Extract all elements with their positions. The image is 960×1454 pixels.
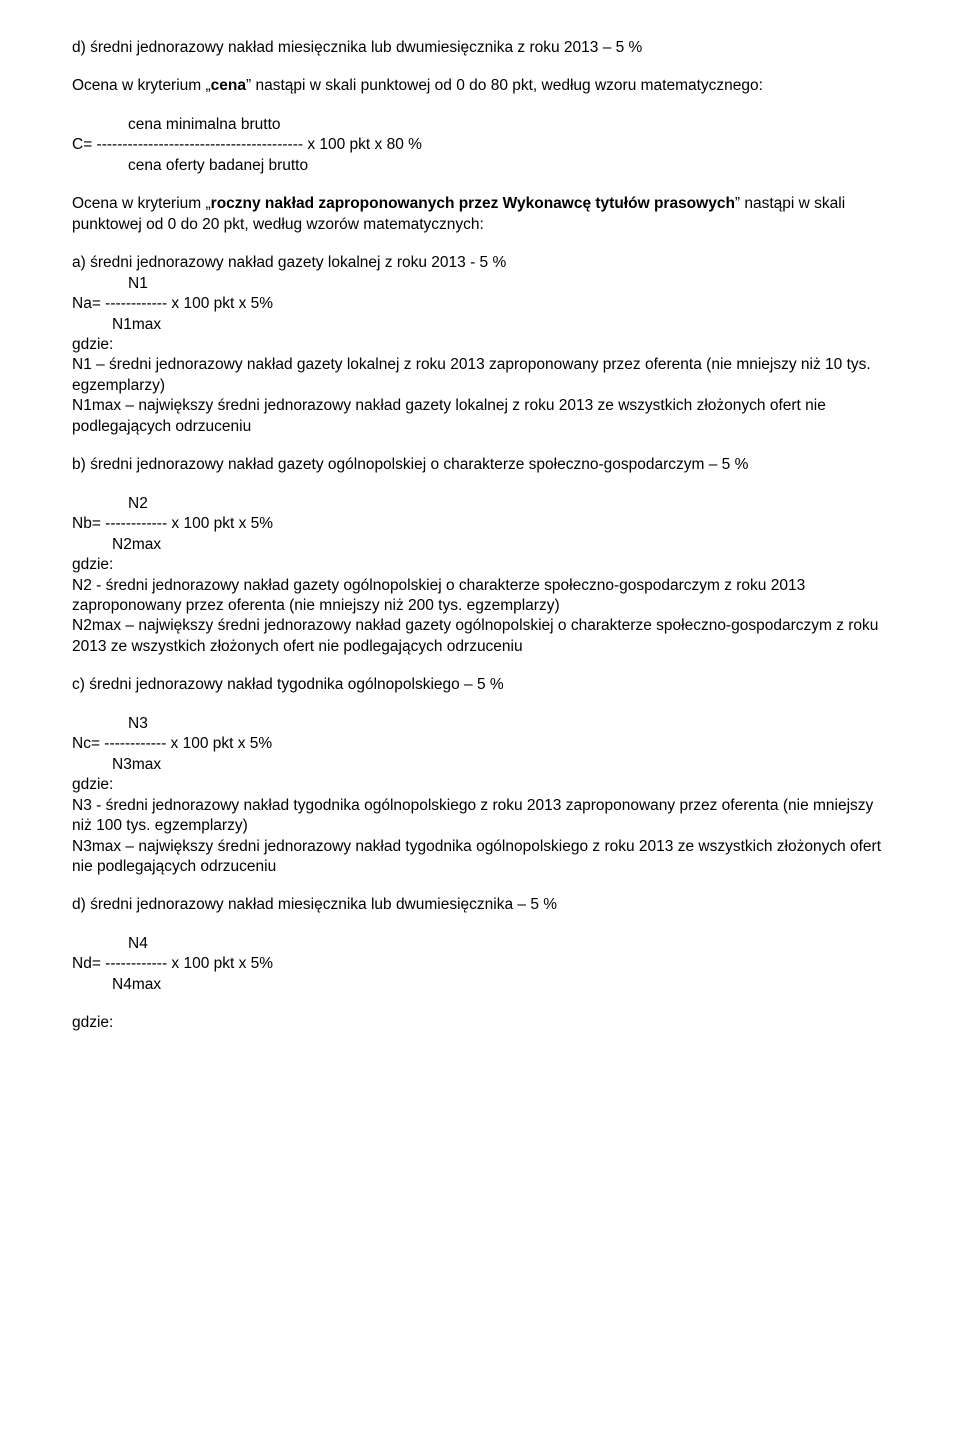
roczny-criterion-intro: Ocena w kryterium „roczny nakład zapropo… <box>72 194 888 235</box>
cena-criterion-intro: Ocena w kryterium „cena” nastąpi w skali… <box>72 76 888 96</box>
a-formula: Na= ------------ x 100 pkt x 5% <box>72 294 888 314</box>
text: ” nastąpi w skali punktowej od 0 do 80 p… <box>246 77 763 94</box>
document-page: d) średni jednorazowy nakład miesięcznik… <box>0 0 960 1074</box>
roczny-bold: roczny nakład zaproponowanych przez Wyko… <box>211 195 735 212</box>
d-formula: Nd= ------------ x 100 pkt x 5% <box>72 954 888 974</box>
text: Ocena w kryterium „ <box>72 195 211 212</box>
a-gdzie: gdzie: <box>72 335 888 355</box>
a-n1max-desc: N1max – największy średni jednorazowy na… <box>72 396 888 437</box>
section-a-title: a) średni jednorazowy nakład gazety loka… <box>72 253 888 273</box>
b-numerator: N2 <box>72 494 888 514</box>
b-denominator: N2max <box>72 535 888 555</box>
d-numerator: N4 <box>72 934 888 954</box>
b-formula: Nb= ------------ x 100 pkt x 5% <box>72 514 888 534</box>
cena-denominator: cena oferty badanej brutto <box>72 156 888 176</box>
c-denominator: N3max <box>72 755 888 775</box>
c-formula: Nc= ------------ x 100 pkt x 5% <box>72 734 888 754</box>
c-n3max-desc: N3max – największy średni jednorazowy na… <box>72 837 888 878</box>
cena-numerator: cena minimalna brutto <box>72 115 888 135</box>
section-c-title: c) średni jednorazowy nakład tygodnika o… <box>72 675 888 695</box>
d-gdzie: gdzie: <box>72 1013 888 1033</box>
text: Ocena w kryterium „ <box>72 77 211 94</box>
cena-formula: C= -------------------------------------… <box>72 135 888 155</box>
a-denominator: N1max <box>72 315 888 335</box>
cena-bold: cena <box>211 77 246 94</box>
section-d-title: d) średni jednorazowy nakład miesięcznik… <box>72 895 888 915</box>
section-d-header: d) średni jednorazowy nakład miesięcznik… <box>72 38 888 58</box>
c-n3-desc: N3 - średni jednorazowy nakład tygodnika… <box>72 796 888 837</box>
a-n1-desc: N1 – średni jednorazowy nakład gazety lo… <box>72 355 888 396</box>
b-gdzie: gdzie: <box>72 555 888 575</box>
c-numerator: N3 <box>72 714 888 734</box>
c-gdzie: gdzie: <box>72 775 888 795</box>
b-n2-desc: N2 - średni jednorazowy nakład gazety og… <box>72 576 888 617</box>
section-b-title: b) średni jednorazowy nakład gazety ogól… <box>72 455 888 475</box>
b-n2max-desc: N2max – największy średni jednorazowy na… <box>72 616 888 657</box>
a-numerator: N1 <box>72 274 888 294</box>
d-denominator: N4max <box>72 975 888 995</box>
